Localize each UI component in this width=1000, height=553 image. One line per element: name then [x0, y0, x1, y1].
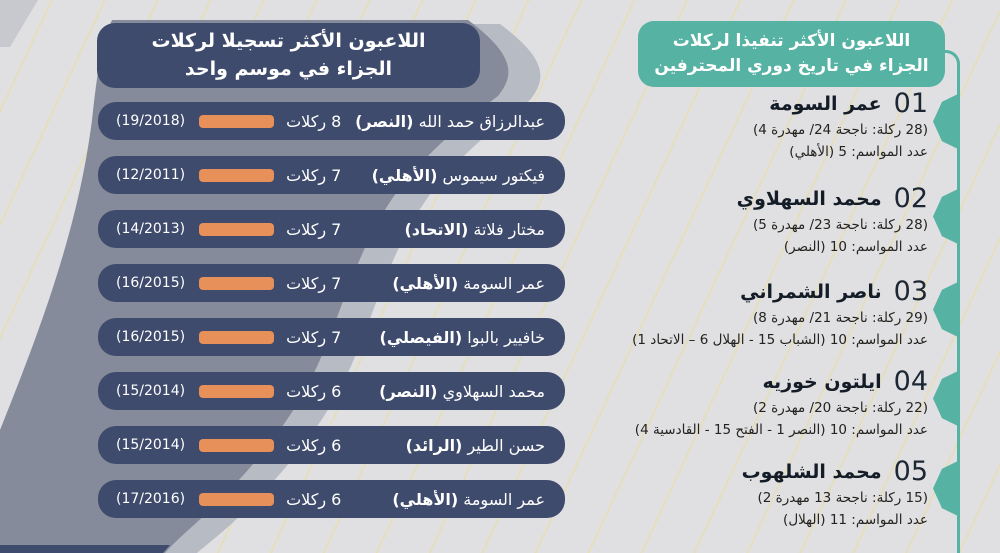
penalty-count: 6 ركلات	[286, 381, 342, 401]
player-name: فيكتور سيموس (الأهلي)	[341, 166, 545, 185]
ranked-item: 02 محمد السهلاوي (28 ركلة: ناجحة 23/ مهد…	[508, 183, 928, 258]
player-name-text: حسن الطير	[467, 435, 545, 455]
player-name: محمد الشلهوب	[741, 460, 882, 483]
player-name-text: عمر السومة	[463, 489, 545, 509]
value-bar	[199, 276, 275, 290]
ranked-item-heading: 01 عمر السومة	[508, 88, 928, 119]
corner-wedge-shape	[0, 0, 38, 47]
rank-number: 04	[893, 366, 928, 397]
player-name: ايلتون خوزيه	[762, 370, 882, 393]
penalty-stats: (22 ركلة: ناجحة 20/ مهدرة 2)	[752, 400, 928, 416]
season-year: (16/2015)	[116, 329, 186, 345]
player-name: مختار فلاتة (الاتحاد)	[341, 220, 545, 239]
penalty-count: 6 ركلات	[286, 435, 342, 455]
player-name: حسن الطير (الرائد)	[341, 436, 545, 455]
season-year: (12/2011)	[116, 167, 186, 183]
season-year: (15/2014)	[116, 383, 186, 399]
value-bar	[199, 222, 275, 236]
seasons-info: عدد المواسم: 5 (الأهلي)	[789, 143, 928, 160]
season-year: (16/2015)	[116, 275, 186, 291]
seasons-info: عدد المواسم: 11 (الهلال)	[783, 511, 928, 528]
right-panel-title: اللاعبون الأكثر تنفيذا لركلات الجزاء في …	[638, 21, 945, 87]
ranked-item: 04 ايلتون خوزيه (22 ركلة: ناجحة 20/ مهدر…	[508, 366, 928, 441]
penalty-stats: (15 ركلة: ناجحة 13 مهدرة 2)	[757, 490, 929, 506]
player-name: محمد السهلاوي (النصر)	[341, 382, 545, 401]
penalty-count: 7 ركلات	[286, 273, 342, 293]
scorer-row: حسن الطير (الرائد) 6 ركلات (15/2014)	[98, 426, 565, 464]
seasons-info: عدد المواسم: 10 (الشباب 15 - الهلال 6 – …	[632, 331, 928, 348]
rank-number: 01	[893, 88, 928, 119]
rank-number: 02	[893, 183, 928, 214]
scorer-row: مختار فلاتة (الاتحاد) 7 ركلات (14/2013)	[98, 210, 565, 248]
left-title-line1: اللاعبون الأكثر تسجيلا لركلات	[151, 29, 426, 52]
player-name: خافيير بالبوا (الفيصلي)	[341, 328, 545, 347]
ranked-item-heading: 05 محمد الشلهوب	[508, 456, 928, 487]
penalty-stats: (28 ركلة: ناجحة 24/ مهدرة 4)	[752, 122, 928, 138]
player-name: عمر السومة (الأهلي)	[341, 490, 545, 509]
right-title-line1: اللاعبون الأكثر تنفيذا لركلات	[672, 30, 911, 51]
player-team: (الأهلي)	[371, 165, 438, 185]
seasons-info: عدد المواسم: 10 (النصر 1 - الفتح 15 - ال…	[634, 421, 928, 438]
penalty-count: 7 ركلات	[286, 327, 342, 347]
player-name-text: عبدالرزاق حمد الله	[418, 111, 545, 131]
season-year: (15/2014)	[116, 437, 186, 453]
player-team: (الاتحاد)	[404, 219, 469, 239]
player-name-text: عمر السومة	[463, 273, 545, 293]
player-team: (الرائد)	[405, 435, 463, 455]
penalty-count: 8 ركلات	[286, 111, 342, 131]
player-name-text: خافيير بالبوا	[467, 327, 545, 347]
value-bar	[199, 384, 275, 398]
penalty-count: 7 ركلات	[286, 219, 342, 239]
player-team: (الأهلي)	[392, 489, 459, 509]
penalty-stats: (29 ركلة: ناجحة 21/ مهدرة 8)	[752, 310, 928, 326]
player-name: محمد السهلاوي	[736, 187, 882, 210]
penalty-stats: (28 ركلة: ناجحة 23/ مهدرة 5)	[752, 217, 928, 233]
scorer-row: عمر السومة (الأهلي) 6 ركلات (17/2016)	[98, 480, 565, 518]
scorer-row: عمر السومة (الأهلي) 7 ركلات (16/2015)	[98, 264, 565, 302]
ranked-item-heading: 03 ناصر الشمراني	[508, 276, 928, 307]
scorer-row: فيكتور سيموس (الأهلي) 7 ركلات (12/2011)	[98, 156, 565, 194]
ranked-item: 05 محمد الشلهوب (15 ركلة: ناجحة 13 مهدرة…	[508, 456, 928, 531]
player-team: (الفيصلي)	[379, 327, 463, 347]
player-name: ناصر الشمراني	[740, 280, 882, 303]
left-title-line2: الجزاء في موسم واحد	[184, 57, 393, 80]
value-bar	[199, 492, 275, 506]
penalty-scorers-list: عبدالرزاق حمد الله (النصر) 8 ركلات (19/2…	[98, 102, 565, 518]
rank-number: 03	[893, 276, 928, 307]
penalty-count: 6 ركلات	[286, 489, 342, 509]
value-bar	[199, 168, 275, 182]
value-bar	[199, 330, 275, 344]
player-name-text: محمد السهلاوي	[442, 381, 545, 401]
scorer-row: عبدالرزاق حمد الله (النصر) 8 ركلات (19/2…	[98, 102, 565, 140]
player-name: عمر السومة (الأهلي)	[341, 274, 545, 293]
scorer-row: خافيير بالبوا (الفيصلي) 7 ركلات (16/2015…	[98, 318, 565, 356]
player-name-text: فيكتور سيموس	[442, 165, 546, 185]
player-name-text: مختار فلاتة	[473, 219, 545, 239]
scorer-row: محمد السهلاوي (النصر) 6 ركلات (15/2014)	[98, 372, 565, 410]
ranked-item-heading: 02 محمد السهلاوي	[508, 183, 928, 214]
player-name: عبدالرزاق حمد الله (النصر)	[341, 112, 545, 131]
penalty-count: 7 ركلات	[286, 165, 342, 185]
ranked-item: 01 عمر السومة (28 ركلة: ناجحة 24/ مهدرة …	[508, 88, 928, 163]
seasons-info: عدد المواسم: 10 (النصر)	[783, 238, 928, 255]
rank-number: 05	[893, 456, 928, 487]
player-team: (النصر)	[379, 381, 438, 401]
left-panel-title: اللاعبون الأكثر تسجيلا لركلات الجزاء في …	[97, 23, 480, 88]
player-name: عمر السومة	[769, 92, 882, 115]
value-bar	[199, 438, 275, 452]
player-team: (النصر)	[355, 111, 414, 131]
player-team: (الأهلي)	[392, 273, 459, 293]
right-title-line2: الجزاء في تاريخ دوري المحترفين	[654, 56, 929, 76]
season-year: (17/2016)	[116, 491, 186, 507]
timeline-connector-line	[935, 50, 960, 553]
swoosh-bottom-edge-shape	[0, 545, 170, 553]
season-year: (19/2018)	[116, 113, 186, 129]
ranked-item: 03 ناصر الشمراني (29 ركلة: ناجحة 21/ مهد…	[508, 276, 928, 351]
season-year: (14/2013)	[116, 221, 186, 237]
ranked-item-heading: 04 ايلتون خوزيه	[508, 366, 928, 397]
value-bar	[199, 114, 275, 128]
